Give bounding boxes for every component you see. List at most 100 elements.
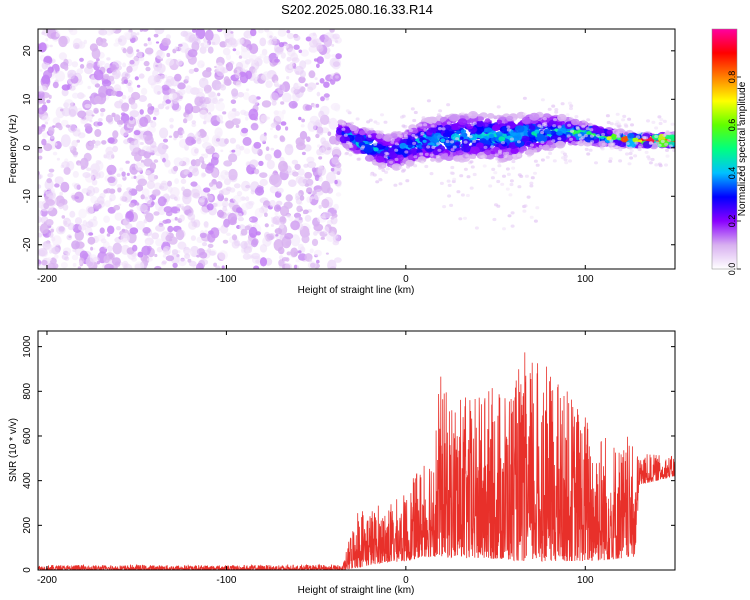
heat-cell: [115, 90, 124, 97]
heat-cell: [199, 232, 207, 238]
heat-cell: [304, 183, 310, 187]
heat-cell: [182, 188, 192, 198]
heat-cell: [180, 178, 187, 184]
heat-cell: [174, 196, 178, 201]
heat-cell: [162, 219, 169, 224]
heat-cell: [174, 46, 178, 51]
heat-cell: [288, 64, 293, 69]
heat-cell: [532, 149, 538, 153]
snr-frame: [37, 330, 676, 571]
heat-cell: [461, 144, 472, 153]
heat-cell: [141, 29, 149, 32]
heat-cell: [134, 139, 141, 147]
heat-cell: [467, 112, 472, 116]
heat-cell: [636, 135, 641, 139]
heat-cell: [610, 146, 614, 150]
heat-cell: [368, 118, 373, 122]
heat-cell: [300, 124, 305, 128]
heat-cell: [72, 92, 79, 99]
heat-cell: [299, 70, 306, 78]
heat-cell: [413, 155, 418, 159]
heat-cell: [281, 92, 292, 103]
heat-cell: [278, 160, 288, 173]
heat-cell: [533, 219, 538, 223]
heat-cell: [321, 180, 331, 194]
heat-cell: [201, 102, 207, 110]
heat-cell: [300, 208, 304, 212]
heat-cell: [287, 48, 296, 57]
heat-cell: [560, 115, 565, 119]
heat-cell: [349, 144, 354, 148]
heat-cell: [433, 132, 442, 139]
heat-cell: [239, 39, 243, 44]
heat-cell: [150, 121, 157, 128]
colorbar-ticks: 0.0 0.2 0.4 0.6 0.8: [727, 71, 741, 276]
heat-cell: [366, 127, 371, 131]
heat-cell: [92, 256, 100, 262]
heat-cell: [293, 82, 302, 90]
heat-cell: [72, 151, 79, 156]
heat-cell: [349, 121, 354, 125]
heat-cell: [642, 135, 647, 140]
heat-cell: [38, 90, 45, 99]
heat-cell: [236, 207, 243, 214]
heat-cell: [178, 43, 183, 47]
heat-cell: [331, 43, 335, 47]
heat-cell: [571, 140, 577, 145]
x-tick-label: 100: [577, 575, 594, 586]
heat-cell: [606, 136, 612, 141]
heat-cell: [259, 244, 268, 253]
heat-cell: [290, 247, 299, 258]
heat-cell: [440, 153, 449, 160]
heat-cell: [431, 145, 436, 149]
heat-cell: [94, 140, 101, 146]
heat-cell: [194, 96, 204, 107]
heat-cell: [305, 104, 313, 111]
heat-cell: [321, 140, 330, 150]
heat-cell: [103, 189, 109, 194]
heat-cell: [80, 165, 86, 170]
heat-cell: [506, 172, 511, 176]
heat-cell: [96, 261, 101, 265]
heat-cell: [534, 129, 540, 134]
heat-cell: [161, 180, 168, 186]
heat-cell: [664, 142, 669, 146]
heat-cell: [316, 259, 320, 264]
snr-series-line: [38, 352, 675, 570]
heat-cell: [509, 182, 514, 187]
heat-cell: [667, 138, 672, 142]
heat-cell: [512, 118, 517, 122]
heat-cell: [348, 153, 353, 157]
heat-cell: [107, 245, 113, 252]
heat-cell: [501, 141, 505, 145]
heat-cell: [490, 145, 495, 149]
heat-cell: [60, 119, 69, 127]
heat-cell: [554, 108, 559, 112]
heat-cell: [341, 127, 346, 131]
colorbar-tick-label: 0.0: [727, 263, 737, 276]
heat-cell: [130, 102, 138, 110]
heat-cell: [404, 150, 409, 154]
heat-cell: [551, 139, 556, 143]
heat-cell: [126, 82, 132, 89]
heat-cell: [514, 125, 525, 133]
heat-cell: [236, 190, 243, 197]
heat-cell: [399, 134, 404, 138]
heat-cell: [313, 249, 322, 257]
heat-cell: [614, 145, 619, 149]
y-tick-label: 400: [22, 472, 33, 489]
heat-cell: [111, 257, 121, 266]
heat-cell: [330, 167, 335, 172]
heat-cell: [122, 48, 127, 54]
heat-cell: [246, 88, 250, 92]
heat-cell: [447, 183, 452, 187]
heat-cell: [195, 148, 199, 153]
heat-cell: [71, 254, 79, 261]
heat-cell: [162, 254, 167, 258]
heat-cell: [408, 155, 414, 160]
heat-cell: [235, 144, 241, 149]
heat-cell: [664, 134, 671, 140]
heat-cell: [294, 163, 301, 171]
y-tick-label: 0: [22, 145, 33, 151]
heat-cell: [51, 235, 62, 247]
